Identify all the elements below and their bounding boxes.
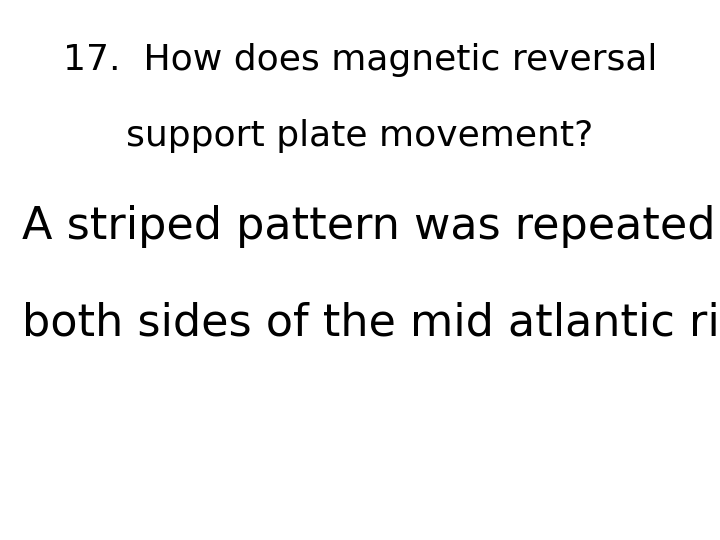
Text: both sides of the mid atlantic ridge.: both sides of the mid atlantic ridge. (22, 302, 720, 346)
Text: 17.  How does magnetic reversal: 17. How does magnetic reversal (63, 43, 657, 77)
Text: A striped pattern was repeated on: A striped pattern was repeated on (22, 205, 720, 248)
Text: support plate movement?: support plate movement? (127, 119, 593, 153)
